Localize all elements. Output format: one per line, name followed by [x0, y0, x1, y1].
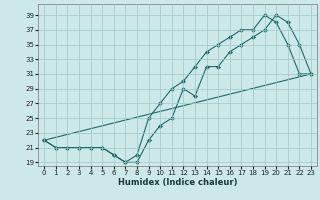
X-axis label: Humidex (Indice chaleur): Humidex (Indice chaleur): [118, 178, 237, 187]
